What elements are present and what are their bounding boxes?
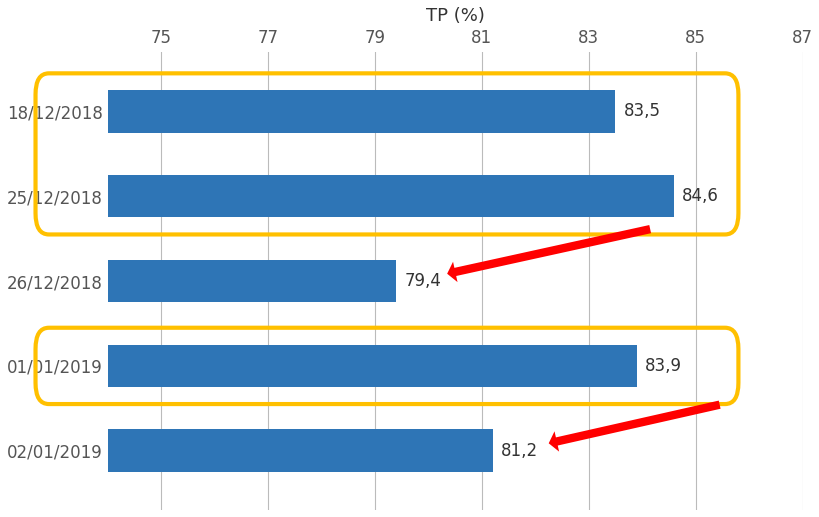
X-axis label: TP (%): TP (%) bbox=[425, 7, 484, 25]
Bar bbox=[107, 90, 615, 133]
Text: 79,4: 79,4 bbox=[404, 272, 441, 290]
Bar bbox=[107, 430, 492, 472]
Bar bbox=[107, 260, 396, 302]
Text: 83,9: 83,9 bbox=[644, 357, 681, 375]
Bar bbox=[107, 175, 673, 218]
Text: 84,6: 84,6 bbox=[681, 187, 718, 205]
Bar bbox=[107, 345, 636, 387]
Text: 83,5: 83,5 bbox=[622, 102, 659, 120]
Text: 81,2: 81,2 bbox=[500, 442, 537, 460]
